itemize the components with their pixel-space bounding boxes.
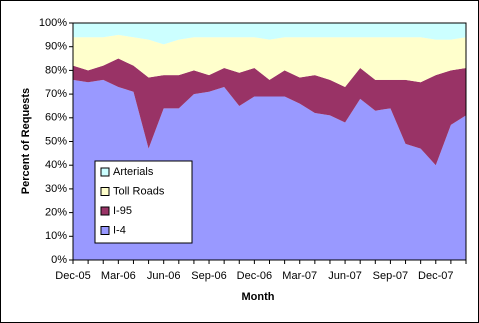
x-tick-label: Dec-05 [55,270,90,282]
x-tick-label: Mar-07 [282,270,317,282]
x-tick-label: Dec-07 [418,270,453,282]
y-tick-label: 100% [39,17,67,29]
y-tick-label: 40% [45,159,67,171]
x-tick-label: Dec-06 [237,270,272,282]
area [73,58,466,166]
legend-swatch [100,167,110,177]
legend-label: Toll Roads [113,185,165,197]
y-tick-label: 30% [45,183,67,195]
y-tick-label: 0% [51,254,67,266]
legend-swatch [100,226,110,235]
x-tick-label: Mar-06 [101,270,136,282]
area [73,34,466,87]
x-axis-title: Month [242,291,275,303]
x-tick-label: Sep-07 [373,270,408,282]
y-axis-title: Percent of Requests [20,88,32,194]
legend-box [94,160,193,244]
y-tick-label: 10% [45,230,67,242]
x-tick-label: Jun-06 [147,270,181,282]
y-tick-label: 90% [45,41,67,53]
y-tick-label: 70% [45,88,67,100]
legend-swatch [100,187,110,196]
x-tick-label: Sep-06 [191,270,226,282]
legend-label: I-4 [113,224,126,236]
y-tick-label: 50% [45,135,67,147]
legend-swatch [100,206,110,216]
y-tick-label: 60% [45,112,67,124]
y-tick-label: 80% [45,64,67,76]
legend-label: Arterials [113,166,154,178]
y-tick-label: 20% [45,207,67,219]
x-tick-label: Jun-07 [328,270,362,282]
legend-label: I-95 [113,205,132,217]
area [73,23,466,45]
